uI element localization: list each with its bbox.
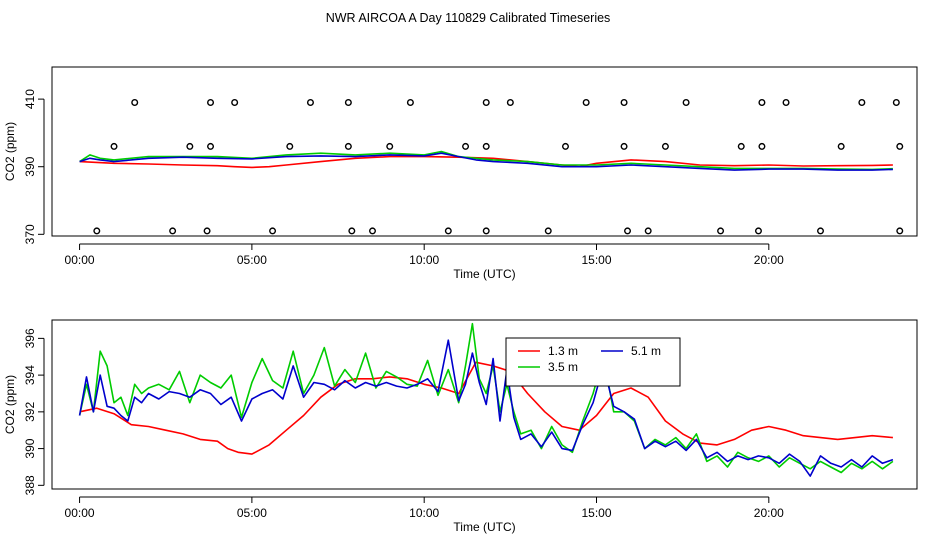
- flag-marker: [386, 142, 394, 150]
- y-tick-label: 410: [23, 89, 37, 109]
- y-tick-label: 396: [23, 328, 37, 348]
- flag-marker: [482, 142, 490, 150]
- flag-marker: [406, 98, 414, 106]
- series-line-3-5-mm: [78, 322, 894, 474]
- flag-marker: [758, 98, 766, 106]
- series-line-5-1-mm: [79, 152, 893, 171]
- flag-marker: [231, 98, 239, 106]
- flag-marker: [892, 98, 900, 106]
- flag-marker: [837, 142, 845, 150]
- flag-marker: [544, 227, 552, 235]
- top-panel: 00:00 05:00 10:00 15:00 20:00 Time (UTC) 370 39…: [3, 66, 918, 281]
- flag-marker: [717, 227, 725, 235]
- legend-box: [505, 337, 681, 387]
- x-tick-label: 15:00: [581, 253, 611, 267]
- flag-marker: [306, 98, 314, 106]
- y-tick-label: 392: [23, 402, 37, 422]
- flag-marker: [661, 142, 669, 150]
- flag-marker: [269, 227, 277, 235]
- flag-marker: [286, 142, 294, 150]
- flag-marker: [896, 227, 904, 235]
- x-axis-label: Time (UTC): [453, 520, 515, 534]
- flag-marker: [817, 227, 825, 235]
- flag-marker: [737, 142, 745, 150]
- flag-marker: [368, 227, 376, 235]
- flag-marker: [169, 227, 177, 235]
- flag-marker: [131, 98, 139, 106]
- flag-marker: [506, 98, 514, 106]
- flag-marker: [110, 142, 118, 150]
- flag-marker: [582, 98, 590, 106]
- flag-marker: [896, 142, 904, 150]
- x-axis-label: Time (UTC): [453, 267, 515, 281]
- flag-marker: [624, 227, 632, 235]
- x-tick-label: 05:00: [237, 253, 267, 267]
- flag-marker: [344, 98, 352, 106]
- x-tick-label: 05:00: [237, 506, 267, 520]
- flag-marker: [682, 98, 690, 106]
- y-axis-label: CO2 (ppm): [3, 375, 17, 434]
- y-tick-label: 388: [23, 475, 37, 495]
- legend-label: 3.5 m: [548, 360, 578, 374]
- flag-marker: [620, 98, 628, 106]
- x-tick-label: 20:00: [754, 253, 784, 267]
- page-title: NWR AIRCOA A Day 110829 Calibrated Times…: [326, 11, 611, 25]
- flag-marker: [344, 142, 352, 150]
- x-tick-label: 10:00: [409, 253, 439, 267]
- flag-marker: [644, 227, 652, 235]
- series-line-1-3-mm: [79, 361, 893, 455]
- x-tick-label: 10:00: [409, 506, 439, 520]
- flag-marker: [348, 227, 356, 235]
- flag-marker: [782, 98, 790, 106]
- x-tick-label: 00:00: [65, 253, 95, 267]
- plot-frame: [51, 319, 918, 490]
- flag-marker: [444, 227, 452, 235]
- bottom-panel: 00:00 05:00 10:00 15:00 20:00 Time (UTC) 388 39…: [3, 319, 918, 534]
- flag-marker: [561, 142, 569, 150]
- x-tick-label: 20:00: [754, 506, 784, 520]
- flag-marker: [758, 142, 766, 150]
- flag-marker: [482, 98, 490, 106]
- flag-marker: [93, 227, 101, 235]
- flag-marker: [858, 98, 866, 106]
- y-tick-label: 390: [23, 438, 37, 458]
- plot-frame: [51, 66, 918, 237]
- y-tick-label: 390: [23, 156, 37, 176]
- legend-label: 5.1 m: [631, 344, 661, 358]
- flag-marker: [482, 227, 490, 235]
- flag-marker: [754, 227, 762, 235]
- flag-marker: [462, 142, 470, 150]
- y-tick-label: 370: [23, 224, 37, 244]
- series-line-5-1-mm: [78, 339, 894, 477]
- legend-label: 1.3 m: [548, 344, 578, 358]
- x-tick-label: 00:00: [65, 506, 95, 520]
- flag-marker: [207, 98, 215, 106]
- flag-marker: [207, 142, 215, 150]
- y-tick-label: 394: [23, 365, 37, 385]
- flag-marker: [203, 227, 211, 235]
- x-tick-label: 15:00: [581, 506, 611, 520]
- y-axis-label: CO2 (ppm): [3, 122, 17, 181]
- flag-marker: [620, 142, 628, 150]
- flag-marker: [186, 142, 194, 150]
